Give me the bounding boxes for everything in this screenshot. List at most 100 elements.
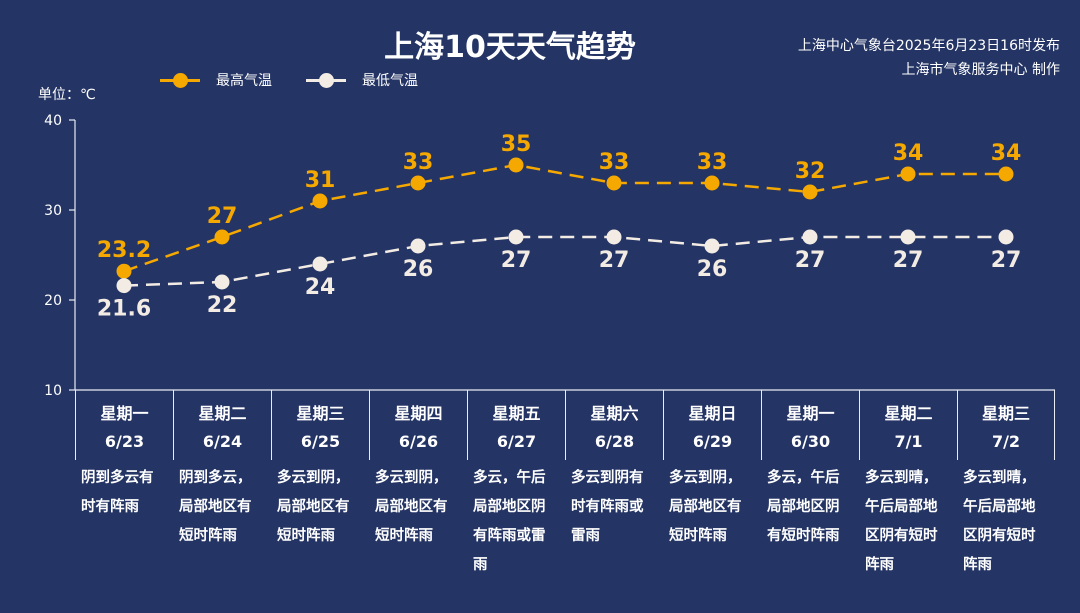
day-header: 星期三 6/25 — [271, 390, 369, 460]
low-temp-label: 26 — [697, 257, 728, 282]
date-label: 7/1 — [894, 432, 923, 451]
weather-description: 多云到晴，午后局部地区阴有短时阵雨 — [963, 470, 1036, 573]
weather-description: 阴到多云有时有阵雨 — [81, 470, 154, 515]
date-label: 6/24 — [202, 432, 243, 451]
y-tick-label: 20 — [44, 293, 62, 309]
day-header: 星期五 6/27 — [467, 390, 565, 460]
legend-line-high-icon — [160, 72, 200, 88]
weather-description: 多云到阴有时有阵雨或雷雨 — [571, 470, 644, 544]
high-temp-label: 34 — [991, 141, 1022, 166]
chart-title: 上海10天天气趋势 — [384, 30, 636, 65]
date-label: 6/30 — [790, 432, 831, 451]
high-temp-point — [410, 175, 426, 191]
high-temp-point — [998, 166, 1014, 182]
weekday-label: 星期三 — [981, 404, 1030, 423]
weather-description: 多云到阴，局部地区有短时阵雨 — [277, 470, 350, 544]
low-temp-point — [606, 229, 622, 245]
low-temp-point — [116, 278, 132, 294]
date-label: 6/26 — [398, 432, 439, 451]
weekday-label: 星期日 — [688, 404, 737, 423]
day-column: 星期三 7/2 多云到晴，午后局部地区阴有短时阵雨 — [957, 390, 1055, 580]
date-label: 6/27 — [496, 432, 537, 451]
weekday-label: 星期三 — [296, 404, 345, 423]
weekday-label: 星期五 — [492, 404, 541, 423]
weekday-label: 星期六 — [590, 404, 639, 423]
issuer-line-1: 上海中心气象台2025年6月23日16时发布 — [797, 38, 1060, 54]
low-temp-label: 24 — [305, 275, 336, 300]
day-column: 星期一 6/23 阴到多云有时有阵雨 — [75, 390, 173, 580]
weekday-label: 星期二 — [198, 404, 247, 423]
day-columns: 星期一 6/23 阴到多云有时有阵雨 星期二 6/24 阴到多云，局部地区有短时… — [75, 390, 1055, 580]
day-column: 星期六 6/28 多云到阴有时有阵雨或雷雨 — [565, 390, 663, 580]
date-label: 6/29 — [692, 432, 733, 451]
day-column: 星期二 6/24 阴到多云，局部地区有短时阵雨 — [173, 390, 271, 580]
date-label: 6/28 — [594, 432, 635, 451]
date-label: 6/25 — [300, 432, 341, 451]
day-column: 星期三 6/25 多云到阴，局部地区有短时阵雨 — [271, 390, 369, 580]
weekday-label: 星期二 — [884, 404, 933, 423]
low-temp-label: 27 — [991, 248, 1022, 273]
weather-description: 阴到多云，局部地区有短时阵雨 — [179, 470, 252, 544]
legend-item-high[interactable]: 最高气温 — [160, 70, 272, 90]
legend-item-low[interactable]: 最低气温 — [306, 70, 418, 90]
legend-line-low-icon — [306, 72, 346, 88]
y-tick-label: 10 — [44, 383, 62, 399]
weather-description: 多云到晴，午后局部地区阴有短时阵雨 — [865, 470, 938, 573]
day-header: 星期一 6/30 — [761, 390, 859, 460]
high-temp-label: 34 — [893, 141, 924, 166]
day-header: 星期日 6/29 — [663, 390, 761, 460]
chart-legend: 最高气温 最低气温 — [160, 70, 452, 90]
weekday-label: 星期四 — [394, 404, 443, 423]
low-temp-point — [900, 229, 916, 245]
low-temp-label: 27 — [501, 248, 532, 273]
day-column: 星期二 7/1 多云到晴，午后局部地区阴有短时阵雨 — [859, 390, 957, 580]
weather-description: 多云到阴，局部地区有短时阵雨 — [669, 470, 742, 544]
day-header: 星期三 7/2 — [957, 390, 1055, 460]
low-temp-label: 22 — [207, 293, 238, 318]
low-temp-point — [508, 229, 524, 245]
low-temp-label: 21.6 — [97, 297, 151, 322]
issuer-line-2: 上海市气象服务中心 制作 — [901, 62, 1060, 78]
high-temp-label: 33 — [697, 150, 728, 175]
low-temp-line — [123, 235, 1006, 287]
unit-label: 单位：℃ — [38, 87, 96, 103]
high-temp-point — [704, 175, 720, 191]
day-header: 星期二 7/1 — [859, 390, 957, 460]
date-label: 6/23 — [104, 432, 145, 451]
low-temp-label: 27 — [795, 248, 826, 273]
weekday-label: 星期一 — [100, 404, 149, 423]
high-temp-point — [508, 157, 524, 173]
high-temp-label: 27 — [207, 204, 238, 229]
weather-description: 多云到阴，局部地区有短时阵雨 — [375, 470, 448, 544]
high-temp-point — [312, 193, 328, 209]
high-temp-label: 32 — [795, 159, 826, 184]
legend-label-low: 最低气温 — [362, 73, 418, 89]
day-column: 星期日 6/29 多云到阴，局部地区有短时阵雨 — [663, 390, 761, 580]
day-header: 星期六 6/28 — [565, 390, 663, 460]
high-temp-point — [214, 229, 230, 245]
high-temp-label: 31 — [305, 168, 336, 193]
high-temp-line — [123, 163, 1006, 273]
y-tick-label: 40 — [44, 113, 62, 129]
date-label: 7/2 — [991, 432, 1021, 451]
low-temp-point — [998, 229, 1014, 245]
day-column: 星期四 6/26 多云到阴，局部地区有短时阵雨 — [369, 390, 467, 580]
high-temp-label: 23.2 — [97, 238, 151, 263]
day-header: 星期四 6/26 — [369, 390, 467, 460]
low-temp-label: 26 — [403, 257, 434, 282]
day-column: 星期五 6/27 多云，午后局部地区阴有阵雨或雷雨 — [467, 390, 565, 580]
high-temp-label: 33 — [403, 150, 434, 175]
high-temp-point — [900, 166, 916, 182]
low-temp-label: 27 — [599, 248, 630, 273]
high-temp-label: 35 — [501, 132, 532, 157]
issuer-info: 上海中心气象台2025年6月23日16时发布 上海市气象服务中心 制作 — [798, 34, 1060, 82]
legend-label-high: 最高气温 — [216, 73, 272, 89]
low-temp-point — [214, 274, 230, 290]
weekday-label: 星期一 — [786, 404, 835, 423]
high-temp-point — [116, 263, 132, 279]
low-temp-point — [704, 238, 720, 254]
day-header: 星期二 6/24 — [173, 390, 271, 460]
low-temp-point — [410, 238, 426, 254]
low-temp-label: 27 — [893, 248, 924, 273]
